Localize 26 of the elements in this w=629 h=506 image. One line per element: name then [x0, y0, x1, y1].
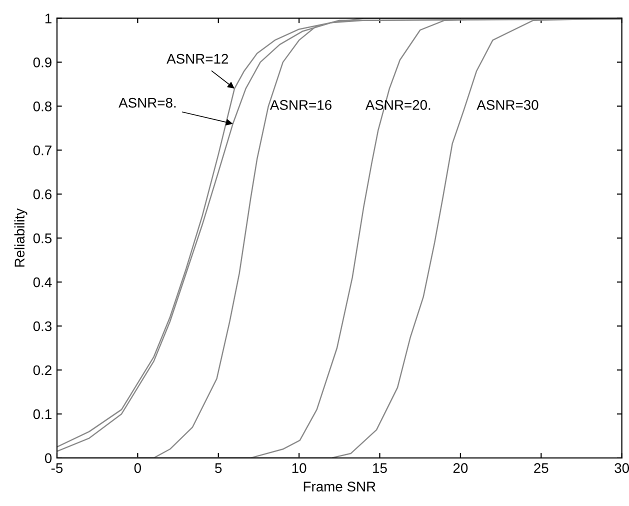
x-tick-label: 10: [292, 463, 306, 473]
x-tick-label: 5: [215, 463, 222, 473]
x-tick-label: 15: [373, 463, 387, 473]
y-tick-label: 0.6: [33, 189, 52, 200]
annotation: ASNR=30: [476, 100, 538, 110]
x-tick-label: 20: [453, 463, 468, 473]
y-tick-label: 0.9: [33, 58, 52, 68]
annotation: ASNR=8.: [118, 98, 176, 108]
y-tick-label: 0.3: [33, 321, 52, 332]
y-tick-label: 1: [45, 14, 52, 24]
x-tick-label: 25: [534, 463, 548, 473]
x-tick-label: -5: [51, 463, 63, 473]
y-tick-label: 0.2: [33, 365, 52, 376]
y-tick-label: 0.1: [33, 409, 52, 420]
x-tick-label: 30: [614, 463, 629, 473]
y-tick-label: 0.8: [33, 101, 52, 112]
annotation: ASNR=12: [166, 54, 228, 64]
annotation: ASNR=20.: [365, 100, 430, 110]
y-tick-label: 0.5: [33, 233, 52, 244]
y-tick-label: 0: [44, 453, 52, 464]
x-tick-label: 0: [134, 463, 141, 473]
y-tick-label: 0.7: [33, 145, 52, 156]
x-axis-title: Frame SNR: [304, 482, 376, 492]
annotation: ASNR=16: [270, 100, 332, 110]
y-tick-label: 0.4: [33, 277, 52, 288]
y-axis-title: Reliability: [14, 208, 28, 267]
